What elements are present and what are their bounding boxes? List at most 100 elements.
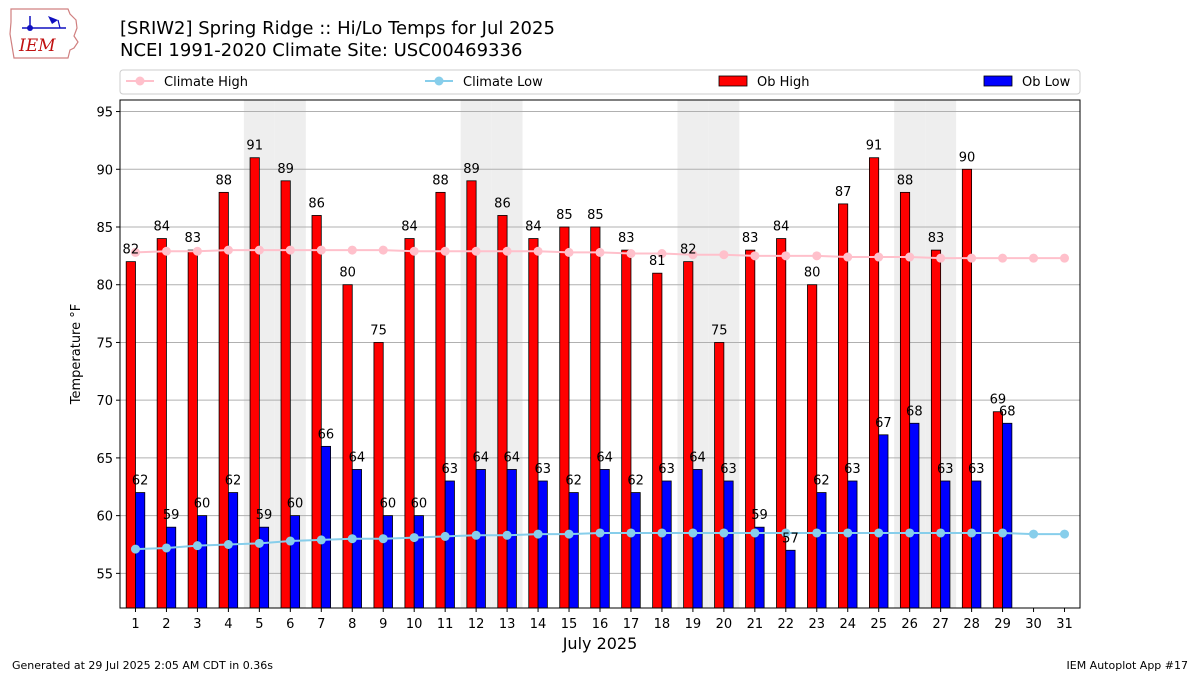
ob-low-bar <box>785 549 796 609</box>
x-tick-label: 6 <box>286 617 294 632</box>
climate-low-point <box>750 528 760 538</box>
ob-low-label: 63 <box>534 462 551 477</box>
x-tick-label: 18 <box>654 617 671 632</box>
ob-high-label: 88 <box>432 173 449 188</box>
climate-low-point <box>781 528 791 538</box>
ob-high-label: 75 <box>711 323 728 338</box>
ob-low-label: 64 <box>473 450 490 465</box>
climate-high-point <box>812 251 822 261</box>
ob-low-label: 64 <box>503 450 520 465</box>
climate-low-point <box>1060 529 1070 539</box>
ob-high-label: 88 <box>897 173 914 188</box>
ob-high-bar <box>156 238 167 609</box>
x-tick-label: 12 <box>468 617 485 632</box>
x-tick-label: 11 <box>437 617 454 632</box>
ob-high-label: 89 <box>277 162 294 177</box>
ob-low-label: 64 <box>689 450 706 465</box>
ob-high-bar <box>497 215 508 609</box>
ob-high-bar <box>466 180 477 609</box>
climate-low-point <box>316 535 326 545</box>
climate-high-point <box>440 246 450 256</box>
x-tick-label: 9 <box>379 617 387 632</box>
ob-high-bar <box>311 215 322 609</box>
climate-low-point <box>533 529 543 539</box>
ob-high-label: 87 <box>835 185 852 200</box>
ob-low-label: 63 <box>658 462 675 477</box>
ob-high-label: 91 <box>866 139 883 154</box>
climate-low-point <box>378 534 388 544</box>
x-tick-label: 24 <box>839 617 856 632</box>
climate-high-point <box>1029 253 1039 263</box>
x-tick-label: 27 <box>932 617 949 632</box>
ob-low-label: 63 <box>937 462 954 477</box>
x-tick-label: 26 <box>901 617 918 632</box>
iem-logo: IEM <box>8 6 80 64</box>
ob-high-label: 84 <box>525 220 542 235</box>
climate-high-point <box>719 250 729 260</box>
climate-low-point <box>905 528 915 538</box>
climate-low-legend-marker <box>434 76 444 86</box>
climate-high-point <box>1060 253 1070 263</box>
ob-low-label: 57 <box>782 531 799 546</box>
ob-low-label: 68 <box>906 404 923 419</box>
legend-box <box>119 69 1081 95</box>
ob-high-label: 89 <box>463 162 480 177</box>
ob-low-bar <box>847 480 858 609</box>
climate-low-point <box>688 528 698 538</box>
climate-high-point <box>223 245 233 255</box>
ob-low-label: 62 <box>627 474 644 489</box>
climate-high-point <box>409 246 419 256</box>
climate-high-point <box>626 249 636 259</box>
ob-low-bar <box>754 526 765 609</box>
x-tick-label: 25 <box>870 617 887 632</box>
climate-low-point <box>409 533 419 543</box>
x-tick-label: 14 <box>530 617 547 632</box>
x-tick-label: 7 <box>317 617 325 632</box>
ob-low-label: 59 <box>256 508 273 523</box>
ob-low-label: 62 <box>813 474 830 489</box>
ob-low-bar <box>723 480 734 609</box>
ob-low-bar <box>816 492 827 609</box>
x-tick-label: 17 <box>623 617 640 632</box>
x-tick-label: 21 <box>747 617 764 632</box>
ob-high-label: 80 <box>339 266 356 281</box>
climate-high-point <box>316 245 326 255</box>
ob-low-label: 62 <box>565 474 582 489</box>
x-tick-label: 1 <box>131 617 139 632</box>
x-tick-label: 20 <box>716 617 733 632</box>
climate-low-point <box>440 531 450 541</box>
climate-low-point <box>471 530 481 540</box>
climate-low-point <box>130 544 140 554</box>
climate-low-point <box>161 543 171 553</box>
climate-high-point <box>254 245 264 255</box>
ob-high-bar <box>776 238 787 609</box>
y-tick-label: 90 <box>96 163 113 178</box>
chart-subtitle: NCEI 1991-2020 Climate Site: USC00469336 <box>120 40 523 61</box>
climate-high-point <box>533 246 543 256</box>
ob-high-label: 91 <box>246 139 263 154</box>
ob-low-bar <box>537 480 548 609</box>
ob-low-label: 63 <box>442 462 459 477</box>
ob-low-bar <box>227 492 239 609</box>
climate-high-point <box>874 252 884 262</box>
x-tick-label: 19 <box>685 617 702 632</box>
x-tick-label: 8 <box>348 617 356 632</box>
y-axis-label: Temperature °F <box>69 304 84 405</box>
climate-high-point <box>750 251 760 261</box>
climate-high-point <box>998 253 1008 263</box>
climate-high-point <box>192 246 202 256</box>
climate-low-point <box>595 528 605 538</box>
ob-low-bar <box>289 515 301 609</box>
ob-high-label: 82 <box>680 243 697 258</box>
y-tick-label: 80 <box>96 279 113 294</box>
ob-high-label: 90 <box>959 150 976 165</box>
ob-low-label: 60 <box>194 497 211 512</box>
ob-high-bar <box>930 249 942 609</box>
ob-low-bar <box>661 480 672 609</box>
ob-high-legend-swatch <box>718 75 748 87</box>
ob-high-label: 83 <box>928 231 945 246</box>
climate-high-point <box>161 246 171 256</box>
generated-note: Generated at 29 Jul 2025 2:05 AM CDT in … <box>12 659 273 672</box>
ob-high-label: 85 <box>556 208 573 223</box>
